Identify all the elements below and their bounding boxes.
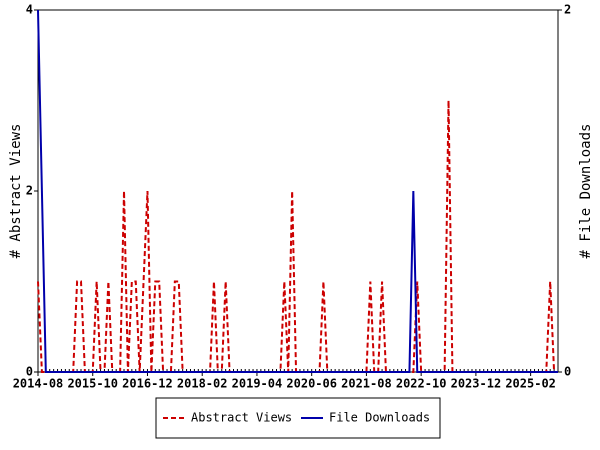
y2-tick-label: 2 <box>564 3 571 17</box>
x-tick-label: 2019-04 <box>232 377 283 391</box>
plot-frame <box>37 9 559 373</box>
x-tick-label: 2025-02 <box>505 377 556 391</box>
y-tick-label: 2 <box>26 184 33 198</box>
x-tick-label: 2022-10 <box>396 377 447 391</box>
legend-label: Abstract Views <box>191 411 292 425</box>
series-line <box>37 9 558 373</box>
y-axis-title: # Abstract Views <box>8 124 24 259</box>
x-tick-label: 2015-10 <box>67 377 118 391</box>
y2-tick-label: 0 <box>564 365 571 379</box>
x-tick-label: 2021-08 <box>341 377 392 391</box>
series-line <box>37 100 558 373</box>
x-tick-label: 2014-08 <box>13 377 64 391</box>
x-tick-label: 2020-06 <box>286 377 337 391</box>
x-tick-label: 2018-02 <box>177 377 228 391</box>
legend-box <box>155 397 441 439</box>
y-tick-label: 0 <box>26 365 33 379</box>
x-tick-label: 2016-12 <box>122 377 173 391</box>
x-tick-label: 2023-12 <box>451 377 502 391</box>
legend-label: File Downloads <box>329 411 430 425</box>
y-tick-label: 4 <box>26 3 33 17</box>
y2-axis-title: # File Downloads <box>578 124 594 259</box>
